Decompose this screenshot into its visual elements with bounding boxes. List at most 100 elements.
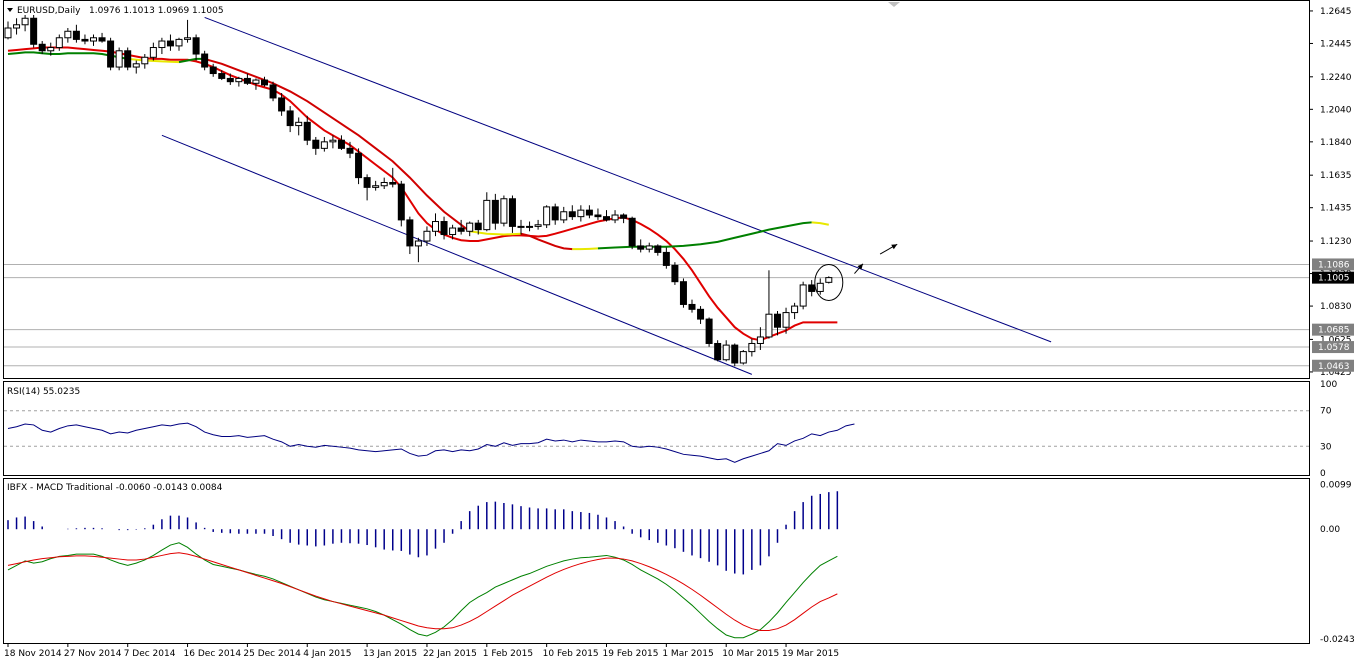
candle-body [55,37,63,49]
y-tick-label: 1.2240 [1320,73,1352,83]
arrow-head-icon [891,244,898,250]
candle-body [799,284,807,307]
candle-body [47,47,55,52]
candle-body [774,313,781,328]
candle-body [397,183,405,221]
ma-multicolor-segment [204,57,471,233]
x-axis-dates: 18 Nov 2014 27 Nov 2014 7 Dec 2014 16 Dec 2… [4,643,839,659]
x-tick-label: 16 Dec 2014 [184,649,242,659]
horizontal-levels [4,263,1309,367]
ma-multicolor-segment [127,57,180,64]
candle-body [697,308,705,320]
candle-body [303,121,311,141]
candle-body [714,342,722,361]
candle-body [98,37,106,42]
candle-body [782,312,790,328]
x-tick-label: 4 Jan 2015 [303,649,351,659]
candle-body [440,221,448,236]
candle-body [21,17,29,26]
candle-body [175,38,183,47]
candle-body [585,209,593,216]
x-tick-label: 18 Nov 2014 [4,649,62,659]
candle-body [166,40,174,47]
candle-body [243,77,251,84]
rsi-panel: 100 70 30 0 [4,380,1337,479]
arrow-head-icon [857,263,863,270]
x-tick-label: 1 Mar 2015 [662,649,713,659]
price-tag: 1.1005 [1318,274,1350,284]
candle-body [688,303,696,310]
candle-body [466,222,474,232]
candle-body [72,30,80,40]
level-tag-bg [1312,323,1354,336]
macd-panel-frame [3,478,1310,644]
level-tag: 1.1086 [1318,260,1350,270]
dropdown-triangle-icon[interactable] [7,8,13,12]
candle-body [508,198,516,227]
candle-body [192,37,200,55]
candle-body [705,318,713,344]
y-tick-label: 1.2445 [1320,39,1352,49]
candles [4,15,833,367]
level-tag: 1.0463 [1318,362,1350,372]
candle-body [620,214,628,219]
ohlc-values: 1.0976 1.1013 1.0969 1.1005 [89,6,224,16]
macd-signal-line [7,552,838,632]
candle-body [722,344,730,361]
candle-body [577,209,585,218]
candle-body [551,206,559,221]
candle-body [406,219,414,247]
ma-multicolor-segment [811,221,829,226]
x-tick-label: 10 Feb 2015 [543,649,599,659]
candle-body [372,185,380,188]
rsi-title: RSI(14) 55.0235 [7,387,80,397]
candle-body [671,264,679,283]
candle-body [295,121,303,127]
candle-body [261,79,268,86]
scroll-marker-icon[interactable] [888,2,900,7]
candle-body [414,240,422,247]
candle-body [286,110,294,127]
rsi-tick-label: 0 [1320,469,1326,479]
candle-body [825,277,833,283]
candle-body [560,211,568,221]
candle-body [679,281,687,305]
macd-title: IBFX - MACD Traditional -0.0060 -0.0143 … [7,483,223,493]
ma-multicolor-segment [520,232,573,251]
candle-body [269,84,277,99]
candle-body [141,56,149,65]
candle-body [346,147,354,154]
x-tick-label: 1 Feb 2015 [483,649,533,659]
candle-body [603,216,610,221]
candle-body [132,63,140,68]
candle-body [483,199,491,231]
price-tags: 1.1086 1.0685 1.0578 1.0463 1.1005 [1312,258,1354,372]
candle-body [252,79,260,84]
candle-body [337,139,345,149]
y-tick-label: 1.0830 [1320,302,1352,312]
annotations [814,243,898,301]
y-tick-label: 1.0425 [1320,368,1352,378]
candle-body [320,141,328,149]
candle-body [756,336,764,344]
candle-body [449,227,457,236]
highlight-circle [814,264,844,301]
candle-body [491,199,499,224]
candle-body [201,53,209,68]
y-tick-label: 1.2645 [1320,7,1352,17]
candle-body [226,77,234,83]
level-tag: 1.0685 [1318,326,1350,336]
price-panel-frame [3,0,1310,379]
candle-body [748,342,756,353]
candle-body [363,177,371,188]
candle-body [218,73,226,79]
candle-body [568,211,576,218]
candle-body [739,351,747,364]
candle-body [526,225,534,228]
y-tick-label: 1.1840 [1320,138,1352,148]
candle-body [115,50,123,68]
candle-body [38,43,46,52]
rsi-tick-label: 70 [1320,407,1332,417]
candle-body [389,181,397,185]
candle-body [765,313,773,338]
